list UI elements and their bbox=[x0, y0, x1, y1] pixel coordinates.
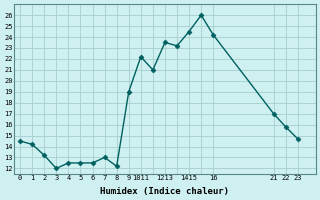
X-axis label: Humidex (Indice chaleur): Humidex (Indice chaleur) bbox=[100, 187, 229, 196]
